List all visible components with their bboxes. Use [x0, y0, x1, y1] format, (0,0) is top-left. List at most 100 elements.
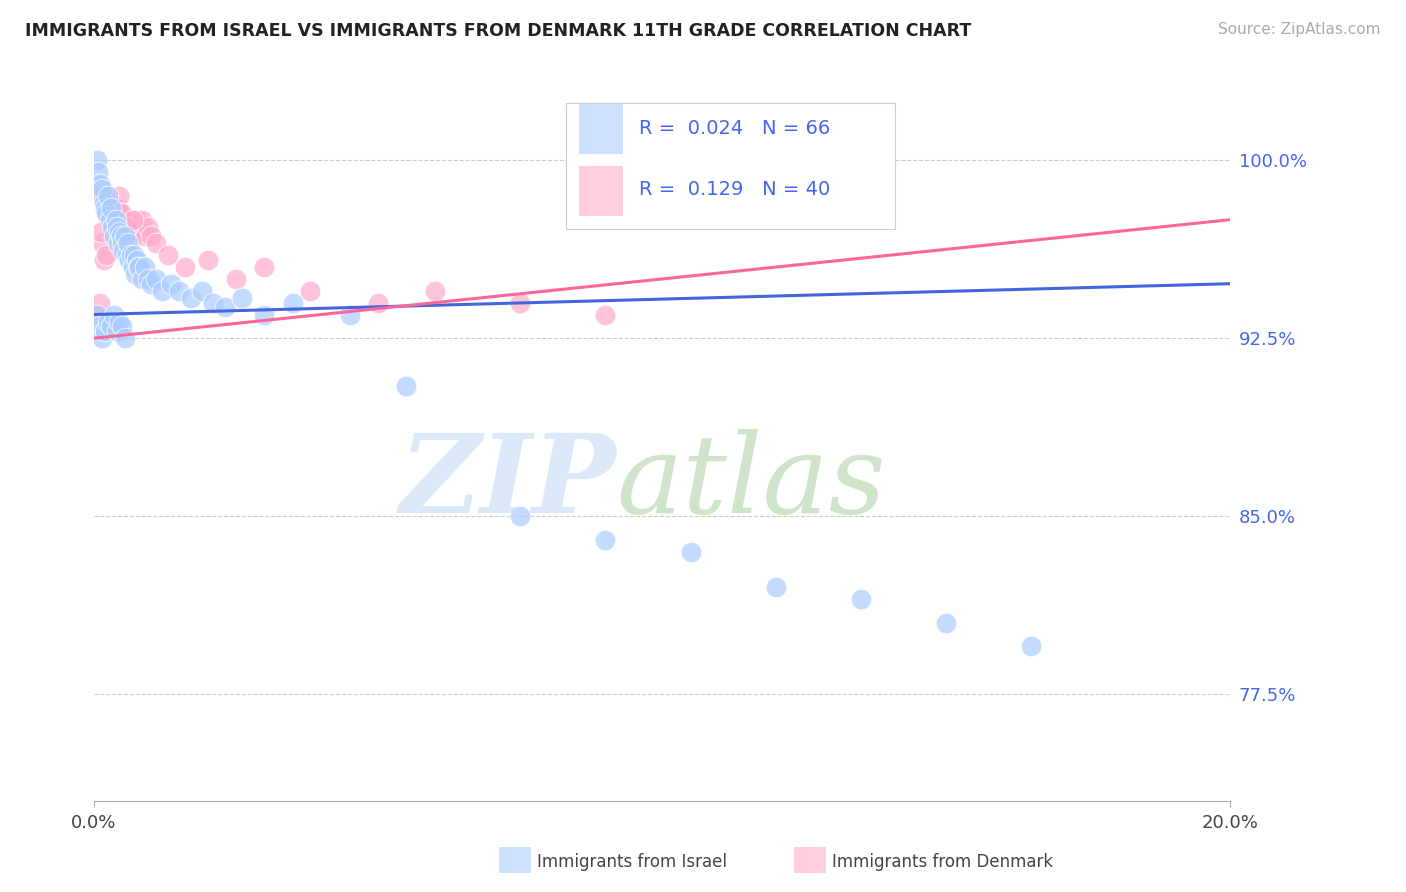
Point: [145, 236, 167, 251]
Point: [202, 295, 225, 310]
Point: [173, 260, 195, 274]
Point: [96, 248, 118, 262]
Point: [191, 284, 214, 298]
Text: R =  0.129   N = 40: R = 0.129 N = 40: [640, 180, 831, 199]
Point: [1021, 640, 1043, 654]
Point: [114, 219, 136, 234]
Point: [253, 308, 276, 322]
Point: [120, 248, 142, 262]
Text: IMMIGRANTS FROM ISRAEL VS IMMIGRANTS FROM DENMARK 11TH GRADE CORRELATION CHART: IMMIGRANTS FROM ISRAEL VS IMMIGRANTS FRO…: [25, 22, 972, 40]
Point: [281, 295, 304, 310]
Point: [98, 212, 121, 227]
Point: [125, 252, 148, 267]
FancyBboxPatch shape: [579, 104, 623, 153]
Text: R =  0.024   N = 66: R = 0.024 N = 66: [640, 119, 831, 137]
Point: [87, 165, 110, 179]
Point: [104, 212, 127, 227]
Point: [89, 295, 111, 310]
Point: [105, 219, 128, 234]
Point: [122, 225, 145, 239]
Point: [104, 212, 127, 227]
Point: [197, 252, 219, 267]
Point: [395, 378, 418, 392]
Point: [145, 272, 167, 286]
Point: [91, 182, 114, 196]
Point: [136, 219, 159, 234]
Point: [125, 212, 148, 227]
Point: [103, 212, 125, 227]
Point: [180, 291, 202, 305]
Point: [108, 189, 131, 203]
Text: Source: ZipAtlas.com: Source: ZipAtlas.com: [1218, 22, 1381, 37]
Point: [87, 189, 110, 203]
Text: Immigrants from Israel: Immigrants from Israel: [537, 853, 727, 871]
Point: [127, 260, 149, 274]
Point: [124, 267, 146, 281]
Point: [765, 580, 787, 594]
Point: [128, 225, 150, 239]
Text: ZIP: ZIP: [401, 429, 617, 536]
Point: [100, 225, 122, 239]
Point: [91, 236, 114, 251]
Point: [93, 196, 115, 211]
Point: [595, 308, 617, 322]
Point: [231, 291, 253, 305]
Point: [107, 236, 129, 251]
Point: [94, 189, 117, 203]
Point: [89, 319, 111, 334]
Point: [97, 189, 120, 203]
Point: [105, 324, 128, 338]
Point: [86, 308, 108, 322]
Point: [122, 248, 145, 262]
Point: [595, 533, 617, 547]
Point: [112, 244, 135, 258]
Point: [86, 153, 108, 168]
Point: [121, 260, 143, 274]
Point: [98, 205, 121, 219]
Point: [849, 592, 872, 607]
Point: [367, 295, 389, 310]
Point: [167, 284, 190, 298]
Point: [117, 236, 139, 251]
Point: [159, 277, 181, 291]
Point: [93, 252, 115, 267]
Point: [97, 212, 120, 227]
Point: [139, 277, 162, 291]
Point: [509, 509, 531, 524]
Point: [96, 205, 118, 219]
Point: [298, 284, 321, 298]
Point: [115, 248, 138, 262]
Point: [117, 212, 139, 227]
Point: [679, 544, 702, 558]
Point: [94, 201, 117, 215]
Point: [105, 201, 128, 215]
Point: [100, 319, 122, 334]
Point: [156, 248, 179, 262]
Point: [339, 308, 361, 322]
Point: [111, 236, 134, 251]
Point: [111, 319, 134, 334]
Point: [150, 284, 173, 298]
FancyBboxPatch shape: [565, 103, 896, 229]
Point: [423, 284, 446, 298]
Text: Immigrants from Denmark: Immigrants from Denmark: [832, 853, 1053, 871]
Point: [134, 229, 156, 244]
Point: [128, 260, 150, 274]
Point: [131, 272, 153, 286]
Point: [108, 315, 131, 329]
Point: [111, 205, 134, 219]
Point: [120, 236, 142, 251]
Point: [101, 219, 124, 234]
Point: [91, 331, 114, 345]
Point: [90, 189, 112, 203]
Point: [139, 229, 162, 244]
Point: [103, 308, 125, 322]
Point: [103, 229, 125, 244]
Point: [115, 219, 138, 234]
Point: [94, 324, 117, 338]
Point: [114, 229, 136, 244]
Point: [110, 205, 132, 219]
Text: atlas: atlas: [617, 429, 886, 536]
Point: [136, 272, 159, 286]
Point: [110, 229, 132, 244]
